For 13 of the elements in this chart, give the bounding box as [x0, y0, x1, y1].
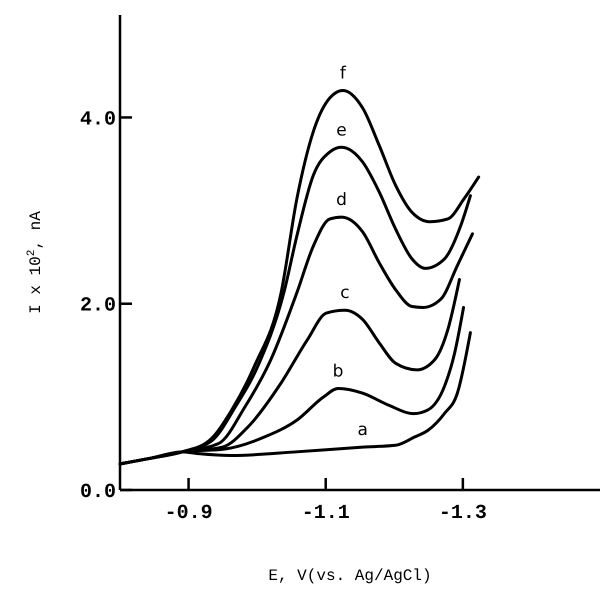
- y-tick-label: 4.0: [80, 108, 116, 132]
- series-label: c: [340, 283, 350, 304]
- y-tick-label: 2.0: [80, 294, 116, 318]
- series-label: d: [336, 190, 347, 210]
- x-tick-label: -1.1: [302, 502, 350, 525]
- series-label: f: [340, 63, 347, 84]
- x-tick-label: -0.9: [164, 502, 213, 525]
- x-axis-title: E, V(vs. Ag/AgCl): [268, 567, 432, 585]
- x-tick-label: -1.3: [438, 502, 487, 525]
- y-tick-label: 0.0: [80, 481, 116, 504]
- series-label: e: [336, 120, 347, 140]
- series-label: a: [358, 420, 368, 440]
- series-label: b: [332, 361, 344, 382]
